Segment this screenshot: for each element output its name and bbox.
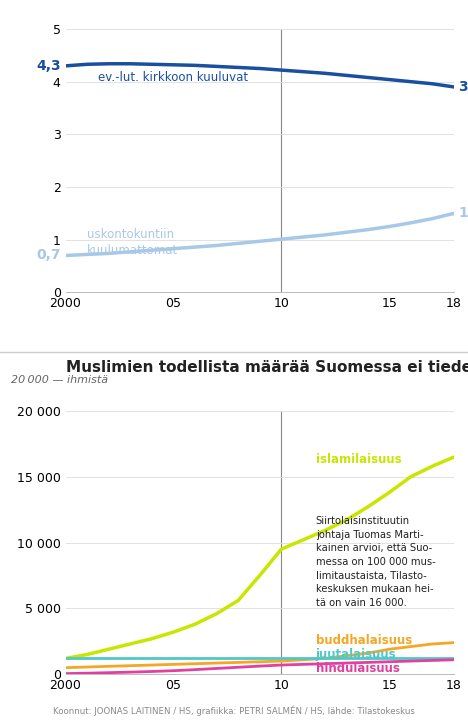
Text: Muslimien todellista määrää Suomessa ei tiedetä: Muslimien todellista määrää Suomessa ei … xyxy=(66,360,468,375)
Text: Koonnut: JOONAS LAITINEN / HS, grafiikka: PETRI SALMÉN / HS, lähde: Tilastokesku: Koonnut: JOONAS LAITINEN / HS, grafiikka… xyxy=(53,705,415,716)
Text: 3,9: 3,9 xyxy=(458,80,468,94)
Text: 4,3: 4,3 xyxy=(37,59,61,73)
Text: ev.-lut. kirkkoon kuuluvat: ev.-lut. kirkkoon kuuluvat xyxy=(98,71,248,84)
Text: buddhalaisuus: buddhalaisuus xyxy=(316,634,412,647)
Text: 20 000 — ihmistä: 20 000 — ihmistä xyxy=(11,375,108,384)
Text: hindulaisuus: hindulaisuus xyxy=(316,662,400,675)
Text: islamilaisuus: islamilaisuus xyxy=(316,453,402,466)
Text: uskontokuntiin
kuulumattomat: uskontokuntiin kuulumattomat xyxy=(87,228,178,257)
Text: juutalaisuus: juutalaisuus xyxy=(316,648,396,661)
Text: 0,7: 0,7 xyxy=(37,249,61,262)
Text: Siirtolaisinstituutin
johtaja Tuomas Marti-
kainen arvioi, että Suo-
messa on 10: Siirtolaisinstituutin johtaja Tuomas Mar… xyxy=(316,516,436,608)
Text: 1,5: 1,5 xyxy=(458,207,468,220)
